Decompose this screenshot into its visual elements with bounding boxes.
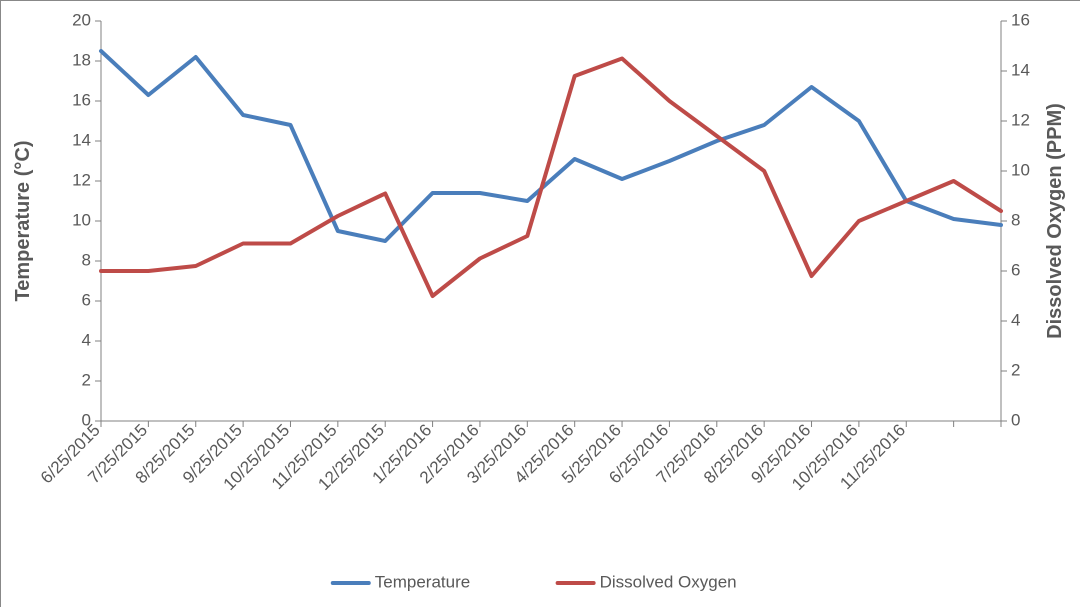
y-right-axis-label: Dissolved Oxygen (PPM): [1044, 103, 1066, 339]
y-left-tick-label: 16: [72, 90, 91, 109]
legend-label: Dissolved Oxygen: [600, 572, 737, 591]
y-right-tick-label: 10: [1011, 160, 1030, 179]
y-left-axis-label: Temperature (°C): [12, 141, 34, 302]
y-left-tick-label: 4: [82, 330, 91, 349]
chart-container: 0246810121416182002468101214166/25/20157…: [0, 0, 1080, 607]
y-right-tick-label: 0: [1011, 410, 1020, 429]
y-left-tick-label: 12: [72, 170, 91, 189]
legend-label: Temperature: [375, 572, 470, 591]
y-right-tick-label: 6: [1011, 260, 1020, 279]
y-right-tick-label: 12: [1011, 110, 1030, 129]
y-left-tick-label: 2: [82, 370, 91, 389]
y-left-tick-label: 20: [72, 10, 91, 29]
y-right-tick-label: 4: [1011, 310, 1020, 329]
y-left-tick-label: 10: [72, 210, 91, 229]
dual-axis-line-chart: 0246810121416182002468101214166/25/20157…: [1, 1, 1080, 608]
y-right-tick-label: 2: [1011, 360, 1020, 379]
y-left-tick-label: 8: [82, 250, 91, 269]
y-left-tick-label: 18: [72, 50, 91, 69]
y-left-tick-label: 6: [82, 290, 91, 309]
y-right-tick-label: 8: [1011, 210, 1020, 229]
y-left-tick-label: 14: [72, 130, 91, 149]
chart-background: [1, 1, 1080, 608]
y-right-tick-label: 14: [1011, 60, 1030, 79]
y-right-tick-label: 16: [1011, 10, 1030, 29]
